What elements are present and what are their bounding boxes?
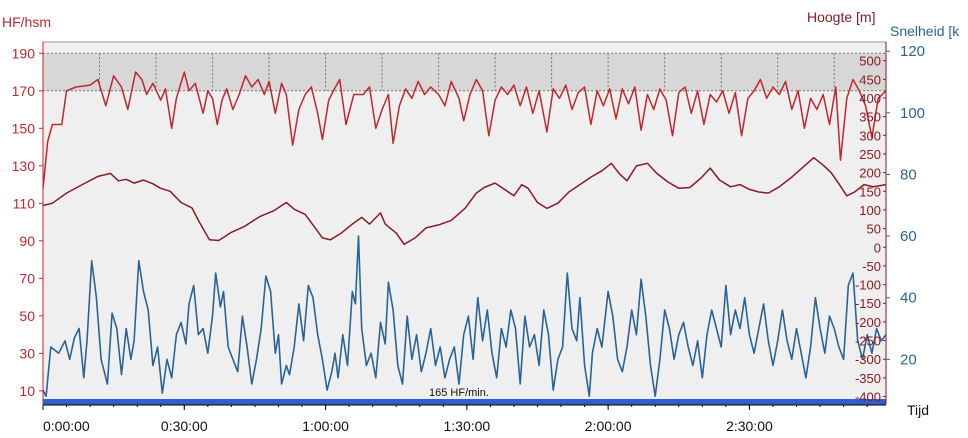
speed-tick-label: 80 — [900, 166, 917, 183]
altitude-tick-label: -350 — [855, 371, 881, 386]
hr-zone-band — [43, 53, 886, 91]
x-tick-label: 1:00:00 — [302, 418, 349, 434]
altitude-tick-label: -150 — [855, 296, 881, 311]
altitude-tick-label: 500 — [859, 54, 881, 69]
hr-tick-label: 70 — [19, 270, 35, 286]
speed-axis: 20 40 60 80 100 120 — [886, 43, 925, 368]
hr-tick-label: 90 — [19, 233, 35, 249]
hr-line — [42, 71, 887, 189]
altitude-tick-label: 350 — [859, 110, 881, 125]
altitude-tick-label: -100 — [855, 278, 881, 293]
altitude-tick-label: -400 — [855, 390, 881, 405]
altitude-tick-label: -300 — [855, 352, 881, 367]
x-tick-label: 0:00:00 — [43, 418, 90, 434]
altitude-line — [42, 156, 887, 246]
speed-line — [42, 235, 887, 398]
hr-tick-label: 150 — [12, 120, 36, 136]
altitude-tick-label: 300 — [859, 128, 881, 143]
altitude-axis: -400 -350 -300 -250 -200 -150 -100 -50 0 50 100 150… — [855, 42, 887, 405]
x-tick-label: 0:30:00 — [161, 418, 208, 434]
hr-tick-label: 10 — [19, 383, 35, 399]
hr-tick-label: 110 — [13, 195, 36, 211]
altitude-tick-label: -200 — [855, 315, 881, 330]
altitude-tick-label: 150 — [859, 184, 881, 199]
hr-axis: 10 30 50 70 90 110 130 150 170 190 — [12, 42, 44, 404]
altitude-tick-label: 200 — [859, 166, 881, 181]
x-axis-ticks: 0:00:00 0:30:00 1:00:00 1:30:00 2:00:00 2:30:… — [42, 405, 868, 434]
x-tick-label: 2:30:00 — [726, 418, 773, 434]
hr-tick-label: 50 — [19, 308, 35, 324]
hr-tick-label: 170 — [12, 83, 36, 99]
altitude-tick-label: -250 — [855, 334, 881, 349]
speed-axis-title: Snelheid [k — [890, 23, 960, 39]
hr-tick-label: 130 — [12, 158, 36, 174]
speed-tick-label: 120 — [900, 43, 925, 60]
x-tick-label: 1:30:00 — [443, 418, 490, 434]
altitude-tick-label: 250 — [859, 147, 881, 162]
altitude-tick-label: 0 — [874, 240, 881, 255]
bottom-annotation: 165 HF/min. — [429, 387, 489, 399]
x-tick-label: 2:00:00 — [585, 418, 632, 434]
x-axis-title: Tijd — [907, 402, 929, 418]
speed-tick-label: 60 — [900, 228, 917, 245]
bottom-bar — [43, 399, 886, 405]
hr-tick-label: 30 — [19, 345, 35, 361]
horizontal-gridlines — [43, 52, 886, 92]
speed-tick-label: 40 — [900, 290, 917, 307]
altitude-tick-label: 100 — [859, 203, 881, 218]
altitude-tick-label: 50 — [867, 222, 881, 237]
speed-tick-label: 100 — [900, 105, 925, 122]
hr-axis-title: HF/hsm — [2, 14, 51, 30]
series-layer — [42, 71, 887, 398]
altitude-tick-label: -50 — [862, 259, 881, 274]
hr-tick-label: 190 — [12, 45, 36, 61]
altitude-tick-label: 450 — [859, 72, 881, 87]
altitude-axis-title: Hoogte [m] — [807, 9, 875, 25]
altitude-tick-label: 400 — [859, 91, 881, 106]
plot-background — [42, 41, 887, 405]
speed-tick-label: 20 — [900, 351, 917, 368]
